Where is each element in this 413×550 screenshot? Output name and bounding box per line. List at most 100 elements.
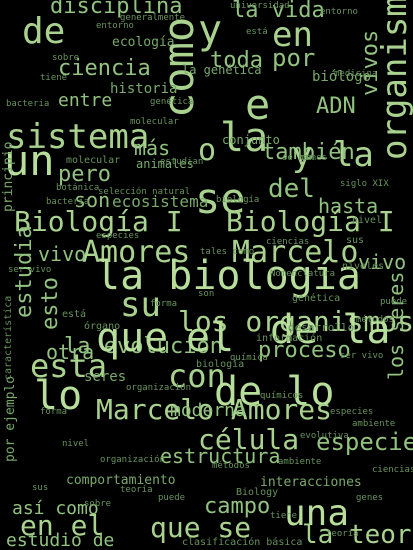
word-ciencias-2: ciencias	[372, 465, 413, 475]
word-ambiente: ambiente	[352, 419, 396, 429]
word-tiene: tiene	[40, 73, 68, 83]
word-en-el: en el	[20, 509, 105, 542]
word-historia: historia	[110, 81, 178, 97]
word-la: la	[220, 115, 269, 161]
word-interacciones: interacciones	[260, 475, 362, 490]
word-quimica: química	[230, 353, 268, 363]
word-bacteria: bacteria	[46, 197, 90, 207]
word-toda: toda	[210, 48, 263, 73]
word-sobre-2: sobre	[84, 499, 112, 509]
word-biologia-i-right: Biología I	[226, 205, 395, 238]
word-se: se	[195, 174, 246, 223]
word-su: su	[120, 285, 161, 325]
word-quimicos: químicos	[260, 391, 304, 401]
word-de-lo: de lo	[214, 369, 335, 415]
word-especie: especie	[316, 428, 413, 456]
word-la-biologia: la biología	[96, 253, 361, 299]
word-genetica: genética	[292, 293, 341, 304]
word-una: una	[284, 493, 350, 534]
word-esta-2: está	[246, 27, 268, 37]
word-biologia-i-left: Biología I	[14, 205, 183, 238]
word-amores: Amores	[82, 235, 191, 270]
word-principio: principio	[1, 141, 16, 212]
word-ser-vivo: ser vivo	[340, 351, 384, 361]
word-caracteristica: característica	[3, 295, 14, 380]
word-teoria: teoría	[326, 529, 359, 539]
word-la-teoria: la teoría	[302, 520, 413, 550]
word-biology: Biology	[236, 487, 279, 498]
word-tiene-2: tiene	[270, 511, 298, 521]
word-vivo-left: vivo	[38, 242, 87, 266]
word-la-vida: la vida	[232, 0, 325, 23]
word-hasta: hasta	[318, 194, 379, 218]
word-nomenclatura: Nomenclatura	[270, 269, 336, 279]
word-tambien: también	[262, 140, 355, 165]
word-niveles: niveles	[342, 261, 385, 272]
word-los-seres: los seres	[384, 271, 408, 380]
word-botanica: botánica	[56, 183, 100, 193]
word-la-evolucion: la evolución	[64, 334, 223, 359]
word-proceso: proceso	[258, 338, 351, 363]
word-con: con	[168, 357, 226, 395]
word-puede: puede	[380, 297, 408, 307]
word-marcelo: Marcelo	[232, 235, 359, 270]
word-celula: célula	[198, 423, 300, 456]
word-disciplina: disciplina	[50, 0, 183, 19]
word-mas: más	[134, 136, 171, 160]
word-forma-2: forma	[150, 299, 178, 309]
word-moderna: moderna	[170, 400, 246, 421]
word-informacion: información	[256, 333, 323, 344]
word-sobre: sobre	[52, 53, 80, 63]
word-organo: órgano	[84, 321, 121, 332]
word-generalmente: generalmente	[120, 13, 186, 23]
word-de: de	[22, 11, 66, 52]
word-estructura: estructura	[160, 444, 281, 468]
word-genes: genes	[300, 153, 328, 163]
word-metodos: métodos	[356, 315, 394, 325]
word-la-genetica: la genética	[182, 63, 262, 77]
word-genes-2: genes	[356, 493, 384, 503]
word-biologia-small: biología	[196, 359, 245, 370]
word-sus-2: sus	[32, 483, 49, 493]
word-del: del	[268, 174, 315, 204]
word-ambiente-2: ambiente	[278, 457, 322, 467]
word-vivo: vivo	[358, 250, 407, 274]
word-comportamiento: comportamiento	[66, 473, 176, 488]
word-siglo-xix: siglo XIX	[340, 179, 389, 189]
word-el: el	[186, 315, 235, 361]
word-sus: sus	[346, 235, 365, 246]
word-organizacion: organización	[126, 383, 192, 393]
word-un: un	[4, 136, 55, 185]
word-ser-vivo-2: ser vivo	[8, 265, 52, 275]
word-genetica-2: genética	[150, 97, 194, 107]
word-esta-small: está	[62, 309, 87, 320]
word-esta: esta	[30, 347, 108, 385]
word-e: e	[245, 80, 271, 129]
word-ciencia: ciencia	[58, 56, 151, 81]
word-los-organismos: los organismos	[178, 305, 413, 338]
word-evolutiva: evolutiva	[300, 431, 349, 441]
word-pero: pero	[58, 162, 111, 187]
word-animales: animales	[136, 157, 194, 171]
word-campo: campo	[204, 494, 271, 519]
word-marcelo-amores: Marcelo Amores	[96, 393, 333, 426]
word-entorno-2: entorno	[96, 21, 134, 31]
word-desarrollo: desarrollo	[288, 321, 355, 334]
word-seleccion-natural: selección natural	[98, 187, 191, 197]
word-asi-como: así como	[12, 498, 99, 519]
word-seres: seres	[84, 369, 127, 385]
word-organismo: organismo	[375, 0, 413, 160]
word-puede-2: puede	[158, 493, 186, 503]
word-especies-2: especies	[96, 231, 140, 241]
word-o: o	[198, 133, 217, 168]
word-esto: esto	[38, 277, 63, 330]
word-nivel: nivel	[352, 215, 383, 226]
word-clasificacion-basica: clasificación básica	[182, 537, 303, 548]
word-nivel-2: nivel	[62, 439, 90, 449]
word-por: por	[272, 44, 316, 72]
word-ecologia: ecología	[112, 35, 175, 50]
word-conjunto: conjunto	[222, 133, 280, 147]
word-universidad: universidad	[230, 1, 290, 11]
word-en: en	[272, 15, 313, 55]
